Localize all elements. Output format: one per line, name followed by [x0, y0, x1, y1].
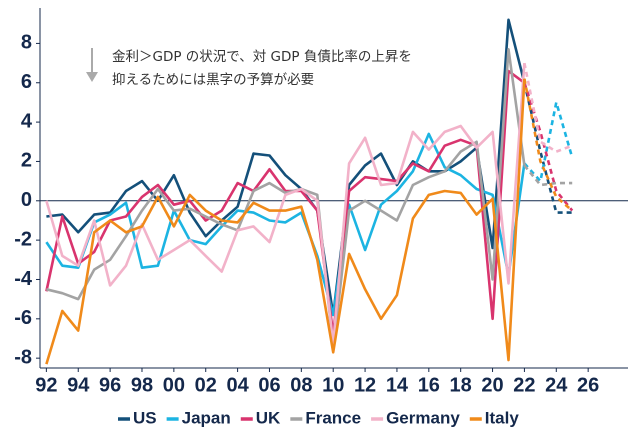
- x-tick-label: 12: [354, 374, 376, 396]
- y-tick-label: 0: [21, 189, 32, 211]
- x-tick-label: 16: [418, 374, 440, 396]
- y-tick-label: -2: [14, 228, 32, 250]
- legend-label: UK: [256, 408, 281, 427]
- x-tick-label: 24: [545, 374, 568, 396]
- x-tick-label: 10: [322, 374, 344, 396]
- annotation: 金利＞GDP の状況で、対 GDP 負債比率の上昇を: [112, 48, 412, 65]
- series-forecast-line: [523, 78, 574, 212]
- series-line: [45, 132, 526, 317]
- series-line: [45, 78, 526, 365]
- x-tick-label: 02: [195, 374, 217, 396]
- series-forecast-line: [523, 62, 573, 153]
- x-tick-label: 22: [513, 374, 535, 396]
- arrow-head: [86, 72, 98, 82]
- y-tick-label: 6: [21, 71, 32, 93]
- x-tick-label: 20: [481, 374, 503, 396]
- annotation: 抑えるためには黒字の予算が必要: [112, 72, 314, 88]
- y-tick-label: -6: [14, 307, 32, 329]
- series-forecast-line: [523, 82, 573, 214]
- x-tick-label: 18: [450, 374, 472, 396]
- x-tick-label: 06: [258, 374, 280, 396]
- series-forecast-line: [523, 164, 573, 187]
- legend-label: France: [305, 408, 361, 427]
- x-tick-label: 04: [226, 374, 249, 396]
- series-forecast-line: [523, 82, 574, 212]
- x-tick-label: 98: [131, 374, 153, 396]
- y-tick-label: -8: [14, 346, 32, 368]
- series-line: [45, 69, 526, 336]
- series-line: [46, 48, 526, 350]
- y-tick-label: -4: [14, 268, 33, 290]
- legend-label: Germany: [386, 408, 460, 427]
- series-forecast-line: [523, 101, 574, 183]
- x-tick-label: 94: [67, 374, 90, 396]
- y-tick-label: 2: [21, 150, 32, 172]
- legend-label: Japan: [182, 408, 231, 427]
- legend-label: US: [133, 408, 157, 427]
- y-tick-label: 4: [21, 110, 33, 132]
- x-tick-label: 26: [577, 374, 599, 396]
- x-tick-label: 92: [35, 374, 57, 396]
- legend-label: Italy: [485, 408, 520, 427]
- y-tick-label: 8: [21, 32, 32, 54]
- x-tick-label: 00: [163, 374, 185, 396]
- x-tick-label: 08: [290, 374, 312, 396]
- series-line: [45, 63, 526, 346]
- x-tick-label: 14: [386, 374, 409, 396]
- x-tick-label: 96: [99, 374, 121, 396]
